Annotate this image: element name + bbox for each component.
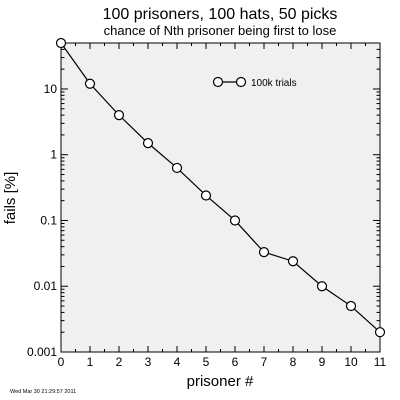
data-point [374, 327, 386, 338]
data-point [171, 162, 183, 174]
data-point [142, 138, 154, 149]
data-point [113, 110, 125, 121]
y-axis-label: fails [%] [2, 172, 19, 225]
y-tick-label: 0.001 [27, 345, 57, 359]
data-point [84, 78, 96, 89]
x-tick-label: 9 [319, 355, 326, 369]
x-tick-label: 0 [58, 355, 65, 369]
data-point [258, 247, 270, 258]
x-tick-label: 11 [374, 355, 387, 369]
x-tick-label: 4 [174, 355, 181, 369]
series-line [60, 42, 381, 333]
x-tick-label: 2 [116, 355, 123, 369]
x-axis-label: prisoner # [187, 373, 254, 390]
footer-timestamp: Wed Mar 30 21:29:57 2011 [10, 389, 76, 395]
data-point [55, 37, 67, 49]
x-tick-label: 7 [261, 355, 268, 369]
chart-title: 100 prisoners, 100 hats, 50 picks [103, 6, 338, 23]
y-tick-label: 10 [44, 82, 58, 96]
x-tick-label: 8 [290, 355, 297, 369]
x-tick-label: 10 [344, 355, 358, 369]
legend-label: 100k trials [251, 78, 297, 89]
x-tick-label: 3 [145, 355, 152, 369]
data-point [229, 215, 241, 226]
x-tick-label: 6 [232, 355, 239, 369]
x-tick-label: 1 [87, 355, 94, 369]
legend-marker-right [235, 76, 247, 88]
x-tick-label: 5 [203, 355, 210, 369]
data-point [316, 281, 328, 292]
legend: 100k trials [212, 76, 297, 89]
data-point [200, 190, 212, 201]
series-100k-trials [55, 37, 386, 338]
legend-marker-left [212, 76, 224, 88]
y-axis-ticks: 0.001 0.01 0.1 1 10 [27, 42, 380, 359]
plot-area [60, 42, 381, 353]
y-tick-label: 1 [50, 148, 57, 162]
chart-subtitle: chance of Nth prisoner being first to lo… [104, 23, 337, 38]
data-point [287, 256, 299, 267]
y-tick-label: 0.1 [40, 213, 57, 227]
y-tick-label: 0.01 [34, 279, 58, 293]
data-point [345, 300, 357, 312]
x-axis-ticks: 0 1 2 3 4 5 6 7 8 9 10 11 [58, 43, 387, 369]
